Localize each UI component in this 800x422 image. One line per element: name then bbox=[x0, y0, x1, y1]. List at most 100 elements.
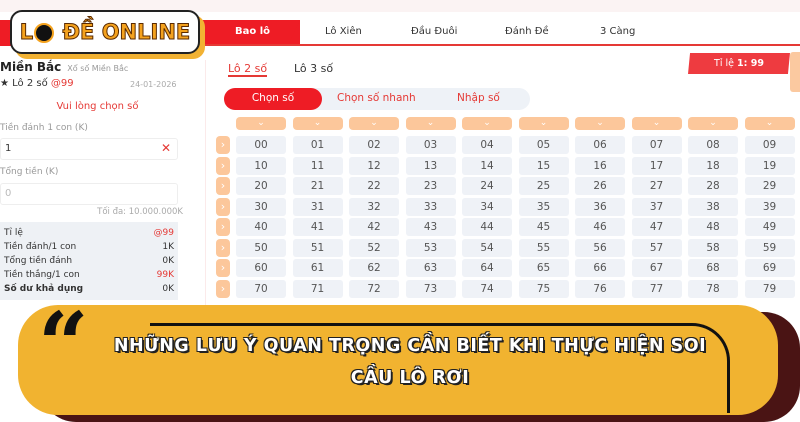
tab-lo-xien[interactable]: Lô Xiên bbox=[325, 26, 362, 37]
row-select-chevron-icon[interactable]: › bbox=[216, 259, 230, 277]
column-select-chevron-icon[interactable]: ⌄ bbox=[575, 117, 625, 130]
number-cell[interactable]: 10 bbox=[236, 156, 286, 175]
number-cell[interactable]: 74 bbox=[462, 279, 512, 298]
number-cell[interactable]: 70 bbox=[236, 279, 286, 298]
number-cell[interactable]: 20 bbox=[236, 177, 286, 195]
tab-bao-lo[interactable]: Bao lô bbox=[205, 20, 300, 44]
number-cell[interactable]: 59 bbox=[744, 238, 795, 257]
number-cell[interactable]: 54 bbox=[462, 238, 512, 257]
number-cell[interactable]: 36 bbox=[575, 197, 625, 216]
number-cell[interactable]: 68 bbox=[688, 259, 738, 277]
number-cell[interactable]: 19 bbox=[744, 156, 795, 175]
number-cell[interactable]: 11 bbox=[292, 156, 343, 175]
number-cell[interactable]: 00 bbox=[236, 136, 286, 154]
site-logo[interactable]: L ĐỀ ONLINE bbox=[10, 10, 200, 54]
number-cell[interactable]: 28 bbox=[688, 177, 738, 195]
number-cell[interactable]: 63 bbox=[405, 259, 456, 277]
column-select-chevron-icon[interactable]: ⌄ bbox=[236, 117, 286, 130]
number-cell[interactable]: 08 bbox=[688, 136, 738, 154]
number-cell[interactable]: 53 bbox=[405, 238, 456, 257]
number-cell[interactable]: 45 bbox=[518, 218, 569, 236]
number-cell[interactable]: 31 bbox=[292, 197, 343, 216]
number-cell[interactable]: 16 bbox=[575, 156, 625, 175]
number-cell[interactable]: 44 bbox=[462, 218, 512, 236]
number-cell[interactable]: 76 bbox=[575, 279, 625, 298]
number-cell[interactable]: 64 bbox=[462, 259, 512, 277]
number-cell[interactable]: 39 bbox=[744, 197, 795, 216]
number-cell[interactable]: 06 bbox=[575, 136, 625, 154]
number-cell[interactable]: 42 bbox=[349, 218, 399, 236]
number-cell[interactable]: 65 bbox=[518, 259, 569, 277]
number-cell[interactable]: 60 bbox=[236, 259, 286, 277]
number-cell[interactable]: 17 bbox=[631, 156, 682, 175]
number-cell[interactable]: 51 bbox=[292, 238, 343, 257]
column-select-chevron-icon[interactable]: ⌄ bbox=[292, 117, 343, 130]
number-cell[interactable]: 55 bbox=[518, 238, 569, 257]
number-cell[interactable]: 47 bbox=[631, 218, 682, 236]
number-cell[interactable]: 34 bbox=[462, 197, 512, 216]
number-cell[interactable]: 52 bbox=[349, 238, 399, 257]
column-select-chevron-icon[interactable]: ⌄ bbox=[688, 117, 738, 130]
number-cell[interactable]: 27 bbox=[631, 177, 682, 195]
number-cell[interactable]: 09 bbox=[744, 136, 795, 154]
number-cell[interactable]: 50 bbox=[236, 238, 286, 257]
row-select-chevron-icon[interactable]: › bbox=[216, 218, 230, 236]
row-select-chevron-icon[interactable]: › bbox=[216, 197, 230, 216]
number-cell[interactable]: 79 bbox=[744, 279, 795, 298]
total-input[interactable]: 0 bbox=[0, 183, 178, 205]
number-cell[interactable]: 15 bbox=[518, 156, 569, 175]
subtab-lo-2-so[interactable]: Lô 2 số bbox=[228, 62, 268, 77]
number-cell[interactable]: 01 bbox=[292, 136, 343, 154]
number-cell[interactable]: 75 bbox=[518, 279, 569, 298]
number-cell[interactable]: 07 bbox=[631, 136, 682, 154]
number-cell[interactable]: 02 bbox=[349, 136, 399, 154]
number-cell[interactable]: 38 bbox=[688, 197, 738, 216]
number-cell[interactable]: 18 bbox=[688, 156, 738, 175]
number-cell[interactable]: 57 bbox=[631, 238, 682, 257]
number-cell[interactable]: 14 bbox=[462, 156, 512, 175]
mode-chon-so[interactable]: Chọn số bbox=[224, 88, 322, 110]
tab-3-cang[interactable]: 3 Càng bbox=[600, 26, 636, 37]
row-select-chevron-icon[interactable]: › bbox=[216, 177, 230, 195]
number-cell[interactable]: 56 bbox=[575, 238, 625, 257]
stake-input[interactable]: 1 ✕ bbox=[0, 138, 178, 160]
tab-dau-duoi[interactable]: Đầu Đuôi bbox=[411, 26, 458, 37]
tab-danh-de[interactable]: Đánh Đề bbox=[505, 26, 549, 37]
clear-icon[interactable]: ✕ bbox=[160, 141, 171, 155]
number-cell[interactable]: 12 bbox=[349, 156, 399, 175]
number-cell[interactable]: 67 bbox=[631, 259, 682, 277]
mode-nhap-so[interactable]: Nhập số bbox=[457, 92, 500, 104]
number-cell[interactable]: 72 bbox=[349, 279, 399, 298]
number-cell[interactable]: 43 bbox=[405, 218, 456, 236]
side-tab[interactable] bbox=[790, 52, 800, 92]
number-cell[interactable]: 46 bbox=[575, 218, 625, 236]
column-select-chevron-icon[interactable]: ⌄ bbox=[349, 117, 399, 130]
column-select-chevron-icon[interactable]: ⌄ bbox=[405, 117, 456, 130]
number-cell[interactable]: 03 bbox=[405, 136, 456, 154]
number-cell[interactable]: 30 bbox=[236, 197, 286, 216]
number-cell[interactable]: 22 bbox=[349, 177, 399, 195]
number-cell[interactable]: 41 bbox=[292, 218, 343, 236]
column-select-chevron-icon[interactable]: ⌄ bbox=[462, 117, 512, 130]
number-cell[interactable]: 04 bbox=[462, 136, 512, 154]
number-cell[interactable]: 25 bbox=[518, 177, 569, 195]
number-cell[interactable]: 49 bbox=[744, 218, 795, 236]
number-cell[interactable]: 69 bbox=[744, 259, 795, 277]
number-cell[interactable]: 58 bbox=[688, 238, 738, 257]
number-cell[interactable]: 71 bbox=[292, 279, 343, 298]
row-select-chevron-icon[interactable]: › bbox=[216, 279, 230, 298]
number-cell[interactable]: 26 bbox=[575, 177, 625, 195]
number-cell[interactable]: 66 bbox=[575, 259, 625, 277]
column-select-chevron-icon[interactable]: ⌄ bbox=[518, 117, 569, 130]
number-cell[interactable]: 32 bbox=[349, 197, 399, 216]
number-cell[interactable]: 05 bbox=[518, 136, 569, 154]
number-cell[interactable]: 78 bbox=[688, 279, 738, 298]
number-cell[interactable]: 29 bbox=[744, 177, 795, 195]
column-select-chevron-icon[interactable]: ⌄ bbox=[744, 117, 795, 130]
number-cell[interactable]: 40 bbox=[236, 218, 286, 236]
number-cell[interactable]: 48 bbox=[688, 218, 738, 236]
subtab-lo-3-so[interactable]: Lô 3 số bbox=[294, 62, 334, 75]
number-cell[interactable]: 77 bbox=[631, 279, 682, 298]
number-cell[interactable]: 62 bbox=[349, 259, 399, 277]
mode-chon-so-nhanh[interactable]: Chọn số nhanh bbox=[337, 92, 416, 104]
